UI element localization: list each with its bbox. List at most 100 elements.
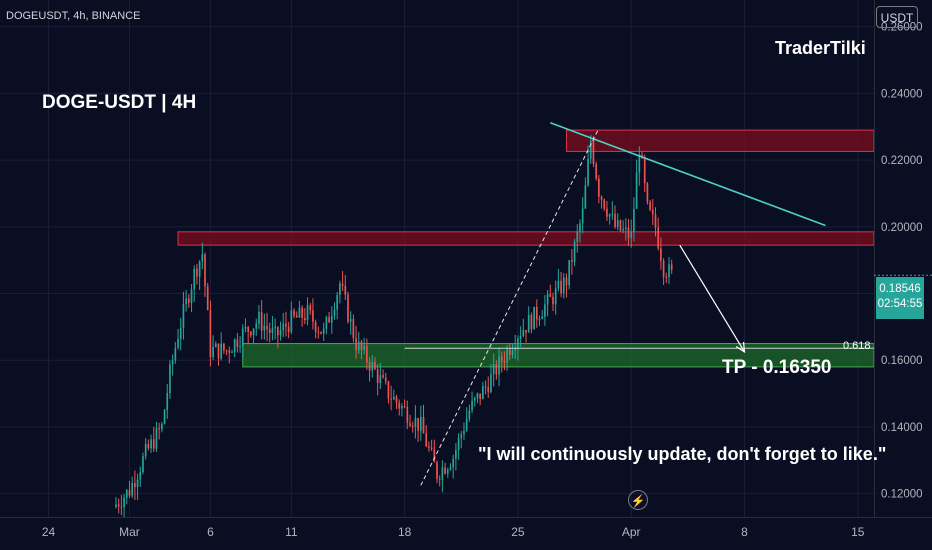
candle-body (285, 323, 287, 327)
candle-body (584, 185, 587, 209)
candle (209, 300, 212, 367)
candle-body (371, 362, 374, 371)
x-tick-label: 15 (851, 525, 865, 539)
candle (220, 332, 223, 361)
candle (638, 146, 641, 186)
candle (624, 218, 627, 241)
candle-body (228, 350, 231, 353)
candle (268, 322, 271, 343)
candle (589, 134, 592, 164)
bar-countdown: 02:54:55 (877, 298, 923, 310)
candle (274, 318, 276, 340)
candle-body (595, 163, 597, 179)
candle-body (425, 433, 428, 447)
candle (225, 349, 228, 356)
candle-body (220, 343, 223, 359)
candle-body (517, 338, 519, 348)
candle-body (247, 326, 250, 332)
candle (608, 213, 611, 225)
x-tick-label: 24 (42, 525, 56, 539)
candle (476, 392, 479, 404)
lightning-icon[interactable]: ⚡ (628, 490, 648, 510)
candle (233, 338, 236, 358)
candle-body (544, 304, 546, 317)
candle (592, 135, 595, 168)
candle (285, 311, 287, 337)
candle-body (179, 328, 182, 339)
candle (368, 357, 371, 382)
candle (309, 302, 312, 315)
candle-body (387, 381, 390, 399)
candle-body (366, 345, 368, 363)
candle (134, 470, 136, 501)
candle-body (579, 223, 581, 232)
candle (139, 466, 142, 487)
candle-body (169, 364, 171, 394)
candle-body (123, 497, 125, 508)
candle (339, 280, 341, 304)
candle (271, 316, 274, 341)
candle (379, 362, 382, 389)
candle (147, 439, 150, 451)
candle (239, 336, 241, 353)
candle-body (271, 328, 274, 334)
candle-body (266, 325, 268, 330)
candle (627, 218, 630, 246)
candle-body (444, 467, 446, 474)
candle (492, 353, 495, 387)
candle (123, 493, 125, 518)
candle (535, 299, 538, 328)
candle (201, 242, 204, 270)
candle (279, 321, 282, 341)
candle (600, 195, 603, 209)
candle (293, 308, 295, 319)
candle-body (592, 140, 595, 164)
candle (603, 198, 606, 211)
candle (306, 297, 309, 326)
candle-body (155, 428, 158, 449)
candle-body (670, 264, 673, 270)
candle-body (190, 289, 193, 304)
candle-body (314, 321, 317, 332)
symbol-title: DOGEUSDT, 4h, BINANCE (6, 10, 141, 22)
candle (228, 346, 231, 364)
candle-body (250, 331, 252, 336)
candle (484, 380, 487, 395)
candle-body (309, 305, 312, 311)
candle (131, 476, 134, 498)
candle-body (301, 307, 303, 318)
candle-body (131, 482, 134, 496)
candle (533, 306, 535, 330)
x-tick-label: Apr (622, 525, 641, 539)
candle (212, 335, 214, 361)
candle (128, 480, 131, 498)
candle (155, 421, 158, 452)
candle-body (538, 318, 541, 320)
candle (185, 290, 187, 312)
candle (190, 283, 193, 313)
candle-body (589, 140, 592, 159)
candle (301, 305, 303, 327)
candle (581, 197, 584, 234)
candle (498, 347, 500, 387)
candle (670, 259, 673, 274)
candle (584, 177, 587, 210)
projection-arrow (679, 244, 746, 353)
candle (479, 393, 481, 406)
candle-body (573, 241, 576, 262)
candle-body (198, 261, 201, 277)
candle-body (557, 280, 560, 289)
candle-body (657, 227, 660, 249)
candle-body (144, 443, 147, 457)
candle-body (414, 417, 417, 427)
candle-body (535, 306, 538, 320)
candle-body (152, 439, 155, 449)
candle-body (500, 356, 503, 362)
currency-button[interactable]: USDT (876, 6, 918, 28)
candle-body (635, 172, 638, 209)
candle-body (455, 449, 457, 459)
candle (428, 441, 430, 452)
candle (277, 326, 279, 349)
candle (419, 405, 422, 441)
